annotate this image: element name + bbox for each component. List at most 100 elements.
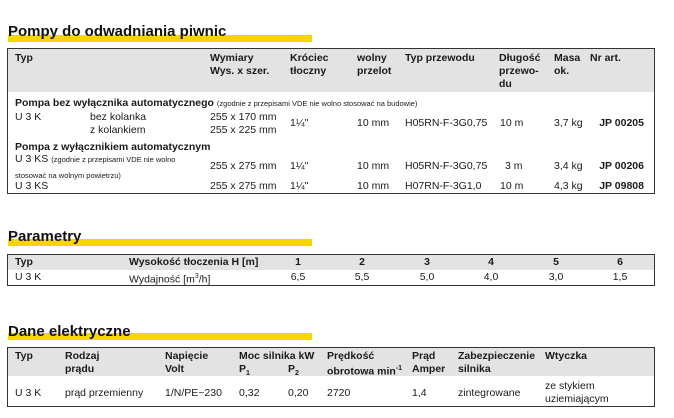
params-h-5: 5 <box>553 256 559 268</box>
el-col-predkosc-2: obrotowa min-1 <box>327 363 402 378</box>
p2-sub: 2 <box>295 370 299 378</box>
row3-nr: JP 09808 <box>599 180 644 192</box>
section-title-parametry: Parametry <box>8 228 82 245</box>
el-row-napiecie: 1/N/PE~230 <box>165 387 222 399</box>
title-underline <box>8 333 312 340</box>
el-row-typ: U 3 K <box>15 387 42 399</box>
params-h-4: 4 <box>488 256 494 268</box>
section-title-dane: Dane elektryczne <box>8 323 131 340</box>
row1-wymiary-2: 255 x 225 mm <box>210 124 277 136</box>
el-row-p1: 0,32 <box>239 387 260 399</box>
el-col-p2: P2 <box>288 363 299 380</box>
el-row-predkosc: 2720 <box>327 387 351 399</box>
row3-przelot: 10 mm <box>357 180 390 192</box>
row2-przelot: 10 mm <box>357 160 390 172</box>
row2-przewod: H05RN-F-3G0,75 <box>405 160 488 172</box>
params-v-5: 3,0 <box>548 271 564 283</box>
row1-przewod: H05RN-F-3G0,75 <box>405 117 488 129</box>
col-masa: Masa <box>554 52 581 64</box>
params-h-1: 1 <box>295 256 301 268</box>
el-col-predkosc: Prędkość <box>327 350 375 362</box>
row1-variant-1: bez kolanka <box>90 111 147 123</box>
pumps-table <box>7 48 655 194</box>
el-row-rodzaj: prąd przemienny <box>65 387 144 399</box>
params-table <box>7 254 655 286</box>
row2-dlugosc: 3 m <box>505 160 523 172</box>
col-nr: Nr art. <box>590 52 621 64</box>
el-col-prad-2: Amper <box>412 363 446 375</box>
electric-table <box>7 347 655 407</box>
row1-krociec: 1¼" <box>290 117 309 129</box>
col-krociec: Króciec <box>290 52 329 64</box>
group2-title: Pompa z wyłącznikiem automatycznym <box>15 141 211 153</box>
pumps-table-header <box>8 49 654 92</box>
row3-krociec: 1¼" <box>290 180 309 192</box>
col-masa-2: ok. <box>554 65 570 77</box>
params-v-2: 5,5 <box>354 271 370 283</box>
el-row-wtyczka-2: uziemiającym <box>545 393 609 405</box>
row1-wymiary-1: 255 x 170 mm <box>210 111 277 123</box>
params-col-height: Wysokość tłoczenia H [m] <box>129 256 259 268</box>
params-row-typ: U 3 K <box>15 271 42 283</box>
row3-masa: 4,3 kg <box>554 180 583 192</box>
el-col-prad: Prąd <box>412 350 436 362</box>
el-row-p2: 0,20 <box>288 387 309 399</box>
row3-typ: U 3 KS <box>15 180 49 192</box>
params-h-2: 2 <box>359 256 365 268</box>
row1-masa: 3,7 kg <box>554 117 583 129</box>
el-col-rodzaj: Rodzaj <box>65 350 100 362</box>
row2-typ-cell: U 3 KS (zgodnie z przepisami VDE nie wol… <box>15 153 175 166</box>
col-dlugosc-2: przewo- <box>499 65 539 77</box>
el-col-wtyczka: Wtyczka <box>545 350 588 362</box>
row2-typ: U 3 KS <box>15 153 49 165</box>
params-table-header <box>8 255 654 270</box>
label-main: Wydajność [m <box>129 273 195 286</box>
row3-przewod: H07RN-F-3G1,0 <box>405 180 482 192</box>
p2-label: P <box>288 363 296 375</box>
predkosc-sup: -1 <box>395 365 403 372</box>
row3-wymiary: 255 x 275 mm <box>210 180 277 192</box>
row1-variant-2: z kolankiem <box>90 124 146 136</box>
row2-masa: 3,4 kg <box>554 160 583 172</box>
row2-note-1: (zgodnie z przepisami VDE nie wolno <box>51 155 176 164</box>
el-col-zabezp: Zabezpieczenie <box>458 350 536 362</box>
col-przewod: Typ przewodu <box>405 52 475 64</box>
el-col-moc: Moc silnika kW <box>239 350 315 362</box>
params-v-6: 1,5 <box>612 271 628 283</box>
el-row-wtyczka-1: ze stykiem <box>545 380 595 392</box>
row1-dlugosc: 10 m <box>500 117 524 129</box>
row2-nr: JP 00206 <box>599 160 644 172</box>
el-col-p1: P1 <box>239 363 250 380</box>
col-wymiary: Wymiary <box>210 52 254 64</box>
col-typ: Typ <box>15 52 33 64</box>
p1-label: P <box>239 363 247 375</box>
el-col-napiecie-2: Volt <box>165 363 185 375</box>
row1-przelot: 10 mm <box>357 117 390 129</box>
col-dlugosc-3: du <box>499 78 512 90</box>
label-sup: 3 <box>194 273 199 280</box>
p1-sub: 1 <box>246 370 250 378</box>
row2-krociec: 1¼" <box>290 160 309 172</box>
el-col-napiecie: Napięcie <box>165 350 209 362</box>
params-v-1: 6,5 <box>290 271 306 283</box>
row1-nr: JP 00205 <box>599 117 644 129</box>
group1-title: Pompa bez wyłącznika automatycznego <box>15 97 214 109</box>
params-v-3: 5,0 <box>419 271 435 283</box>
row3-dlugosc: 10 m <box>500 180 524 192</box>
params-h-3: 3 <box>424 256 430 268</box>
group-title-1: Pompa bez wyłącznika automatycznego (zgo… <box>15 97 417 110</box>
group1-note: (zgodnie z przepisami VDE nie wolno stos… <box>216 99 418 108</box>
el-row-prad: 1,4 <box>412 387 427 399</box>
section-title-pompy: Pompy do odwadniania piwnic <box>8 23 227 40</box>
col-dlugosc: Długość <box>499 52 541 64</box>
row2-wymiary: 255 x 275 mm <box>210 160 277 172</box>
col-przelot-2: przelot <box>357 65 392 77</box>
params-h-6: 6 <box>617 256 623 268</box>
col-krociec-2: tłoczny <box>290 65 327 77</box>
el-col-typ: Typ <box>15 350 33 362</box>
params-row-label: Wydajność [m3/h] <box>129 271 210 286</box>
electric-table-header <box>8 348 654 376</box>
row2-note-2: stosować na wolnym powietrzu) <box>15 171 121 180</box>
col-przelot: wolny <box>357 52 387 64</box>
el-row-zabezp: zintegrowane <box>458 387 521 399</box>
